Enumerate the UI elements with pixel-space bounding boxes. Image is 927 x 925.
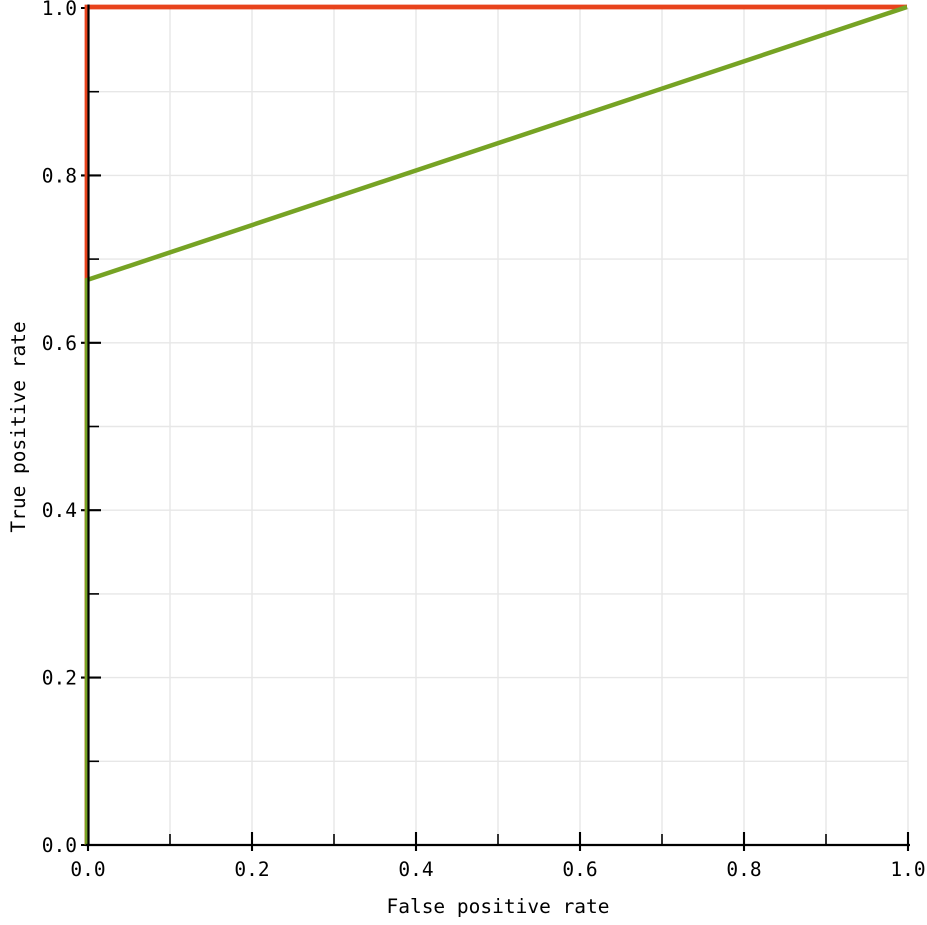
- x-axis-title: False positive rate: [386, 895, 609, 918]
- y-tick-label: 0.0: [42, 834, 77, 857]
- x-tick-label: 0.2: [234, 858, 269, 881]
- y-tick-label: 0.2: [42, 667, 77, 690]
- classifier-roc-curve-line: [84, 4, 908, 845]
- x-tick-label: 0.0: [70, 858, 105, 881]
- tick-labels: 0.0 0.2 0.4 0.6 0.8 1.0 0.0 0.2 0.4 0.6 0.8 1.0: [42, 0, 926, 881]
- y-tick-label: 0.6: [42, 332, 77, 355]
- x-tick-label: 0.8: [726, 858, 761, 881]
- axis-ticks: [81, 6, 910, 851]
- gridlines: [88, 7, 909, 845]
- x-tick-label: 1.0: [890, 858, 925, 881]
- y-tick-label: 1.0: [42, 0, 77, 20]
- y-tick-label: 0.4: [42, 499, 77, 522]
- axis-spines: [85, 4, 910, 847]
- x-tick-label: 0.6: [562, 858, 597, 881]
- y-tick-label: 0.8: [42, 164, 77, 187]
- y-axis-title: True positive rate: [7, 321, 30, 532]
- roc-curves: [84, 4, 908, 845]
- x-tick-label: 0.4: [398, 858, 433, 881]
